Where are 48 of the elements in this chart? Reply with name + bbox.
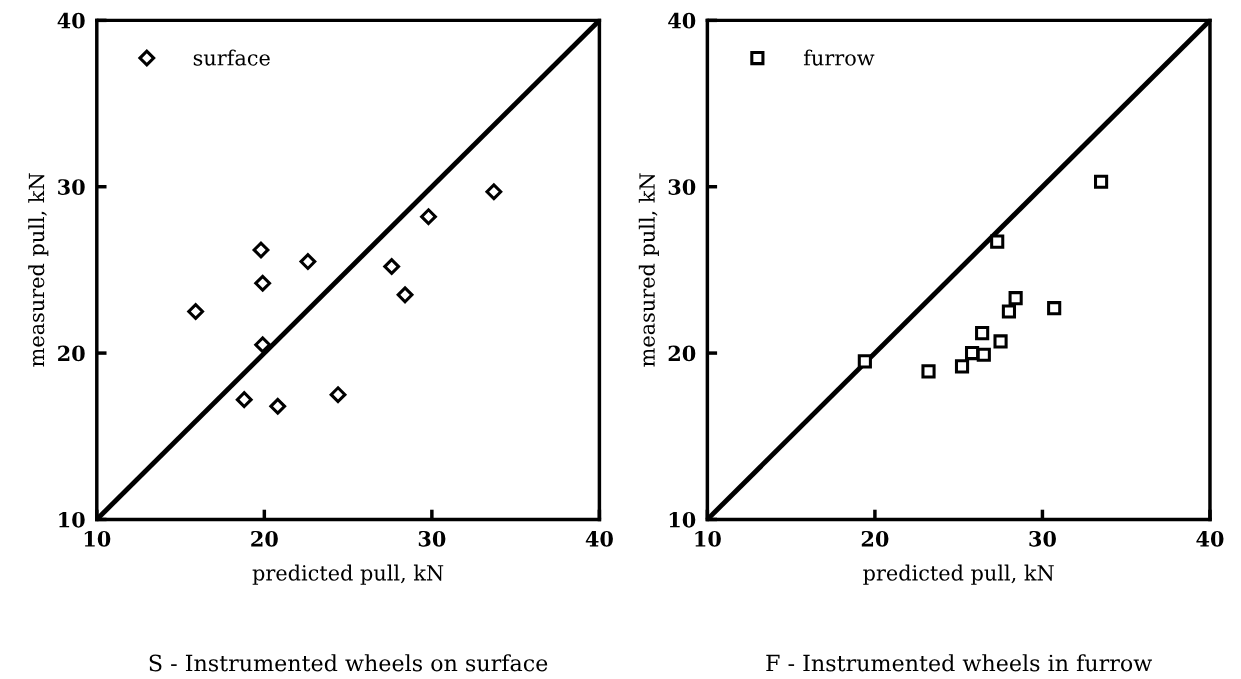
y-tick-label: 20	[668, 345, 696, 362]
x-axis-title: predicted pull, kN	[863, 564, 1054, 585]
y-tick-label: 10	[669, 511, 696, 528]
point	[964, 345, 980, 361]
point	[254, 274, 272, 292]
y-tick-label: 30	[58, 179, 85, 195]
y-tick-label: 30	[668, 179, 696, 195]
x-tick-label: 30	[418, 530, 446, 547]
point	[269, 397, 287, 415]
y-tick-label: 20	[58, 345, 85, 362]
point	[254, 336, 272, 354]
x-tick-label: 20	[861, 530, 889, 547]
point	[857, 354, 872, 369]
point	[993, 334, 1008, 349]
text: S - Instrumented wheels on surface	[149, 654, 548, 672]
point	[1008, 291, 1023, 306]
x-tick-label: 40	[1196, 530, 1224, 547]
point	[383, 258, 401, 275]
x-tick-label: 40	[585, 530, 613, 547]
legend-label: furrow	[803, 49, 875, 66]
y-axis-title: measured pull, kN	[28, 173, 49, 367]
point	[1001, 304, 1017, 319]
y-tick-label: 40	[57, 12, 85, 29]
point	[420, 208, 437, 226]
text: F - Instrumented wheels in furrow	[766, 654, 1152, 672]
y-tick-label: 40	[668, 12, 696, 29]
legend-label: surface	[193, 49, 270, 66]
point	[485, 183, 503, 201]
point	[954, 359, 970, 374]
point	[329, 386, 347, 404]
point	[921, 364, 936, 379]
x-tick-label: 20	[251, 530, 278, 547]
point	[299, 253, 317, 270]
point	[187, 303, 205, 320]
point	[1093, 174, 1109, 189]
point	[975, 326, 990, 341]
point	[990, 234, 1005, 249]
point	[235, 391, 253, 409]
x-axis-title: predicted pull, kN	[252, 564, 444, 585]
x-tick-label: 10	[84, 530, 111, 547]
point	[976, 347, 991, 362]
y-tick-label: 10	[59, 511, 85, 528]
y-axis-title: measured pull, kN	[638, 173, 659, 367]
x-tick-label: 10	[695, 530, 721, 547]
point	[396, 286, 414, 304]
point	[252, 241, 270, 259]
point	[1047, 301, 1062, 316]
x-tick-label: 30	[1029, 530, 1056, 547]
